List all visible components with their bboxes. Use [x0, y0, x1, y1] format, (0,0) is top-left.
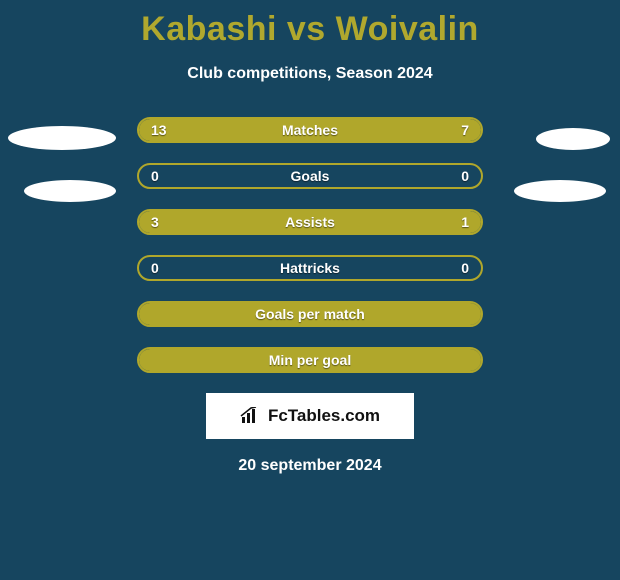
logo: FcTables.com — [240, 406, 380, 426]
page-subtitle: Club competitions, Season 2024 — [0, 65, 620, 83]
stat-value-right: 7 — [461, 119, 469, 141]
stat-value-right: 0 — [461, 257, 469, 279]
stat-row-hattricks: 0 Hattricks 0 — [137, 255, 483, 281]
stat-value-right: 0 — [461, 165, 469, 187]
stat-row-goals-per-match: Goals per match — [137, 301, 483, 327]
page-title: Kabashi vs Woivalin — [0, 0, 620, 49]
portrait-placeholder-right-2 — [514, 180, 606, 202]
portrait-placeholder-right-1 — [536, 128, 610, 150]
stat-row-goals: 0 Goals 0 — [137, 163, 483, 189]
bar-chart-icon — [240, 407, 262, 425]
logo-box: FcTables.com — [206, 393, 414, 439]
stat-label: Assists — [139, 211, 481, 233]
stat-row-matches: 13 Matches 7 — [137, 117, 483, 143]
stat-label: Goals per match — [139, 303, 481, 325]
stat-row-assists: 3 Assists 1 — [137, 209, 483, 235]
stat-label: Min per goal — [139, 349, 481, 371]
stat-value-right: 1 — [461, 211, 469, 233]
stat-label: Goals — [139, 165, 481, 187]
footer-date: 20 september 2024 — [0, 457, 620, 475]
stat-row-min-per-goal: Min per goal — [137, 347, 483, 373]
portrait-placeholder-left-2 — [24, 180, 116, 202]
portrait-placeholder-left-1 — [8, 126, 116, 150]
stat-label: Matches — [139, 119, 481, 141]
stat-label: Hattricks — [139, 257, 481, 279]
stats-bars: 13 Matches 7 0 Goals 0 3 Assists 1 0 Hat… — [137, 117, 483, 373]
logo-text: FcTables.com — [268, 406, 380, 426]
